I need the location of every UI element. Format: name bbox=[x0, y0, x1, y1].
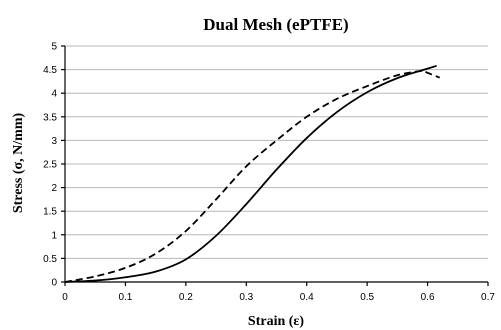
x-tick-label: 0.6 bbox=[421, 292, 435, 303]
x-tick-label: 0.5 bbox=[360, 292, 374, 303]
y-tick-label: 2 bbox=[51, 183, 57, 194]
x-tick-label: 0.1 bbox=[118, 292, 132, 303]
y-tick-label: 3.5 bbox=[43, 112, 57, 123]
tick-labels: 0 0.5 1 1.5 2 2.5 3 3.5 4 4.5 5 0 0.1 0.2 0.3 0.4 0.5 0.6… bbox=[43, 42, 495, 304]
y-tick-label: 5 bbox=[51, 42, 57, 53]
y-tick-label: 0.5 bbox=[43, 254, 57, 265]
x-tick-label: 0.4 bbox=[300, 292, 314, 303]
solid-series-line bbox=[64, 64, 437, 283]
y-tick-label: 3 bbox=[51, 136, 57, 147]
x-tick-label: 0 bbox=[62, 292, 68, 303]
y-tick-label: 2.5 bbox=[43, 160, 57, 171]
y-tick-label: 1.5 bbox=[43, 207, 57, 218]
y-tick-label: 4.5 bbox=[43, 65, 57, 76]
y-tick-label: 1 bbox=[51, 230, 57, 241]
y-tick-label: 4 bbox=[51, 89, 57, 100]
data-series bbox=[64, 64, 440, 283]
chart-title: Dual Mesh (ePTFE) bbox=[203, 15, 348, 34]
x-tick-label: 0.3 bbox=[239, 292, 253, 303]
axes bbox=[61, 45, 489, 286]
grid-lines bbox=[65, 45, 488, 259]
dashed-series-line bbox=[64, 70, 440, 283]
x-tick-label: 0.7 bbox=[481, 292, 495, 303]
x-axis-label: Strain (ε) bbox=[248, 314, 304, 329]
y-tick-label: 0 bbox=[51, 278, 57, 289]
x-tick-label: 0.2 bbox=[179, 292, 193, 303]
y-axis-label: Stress (σ, N/mm) bbox=[11, 113, 26, 214]
